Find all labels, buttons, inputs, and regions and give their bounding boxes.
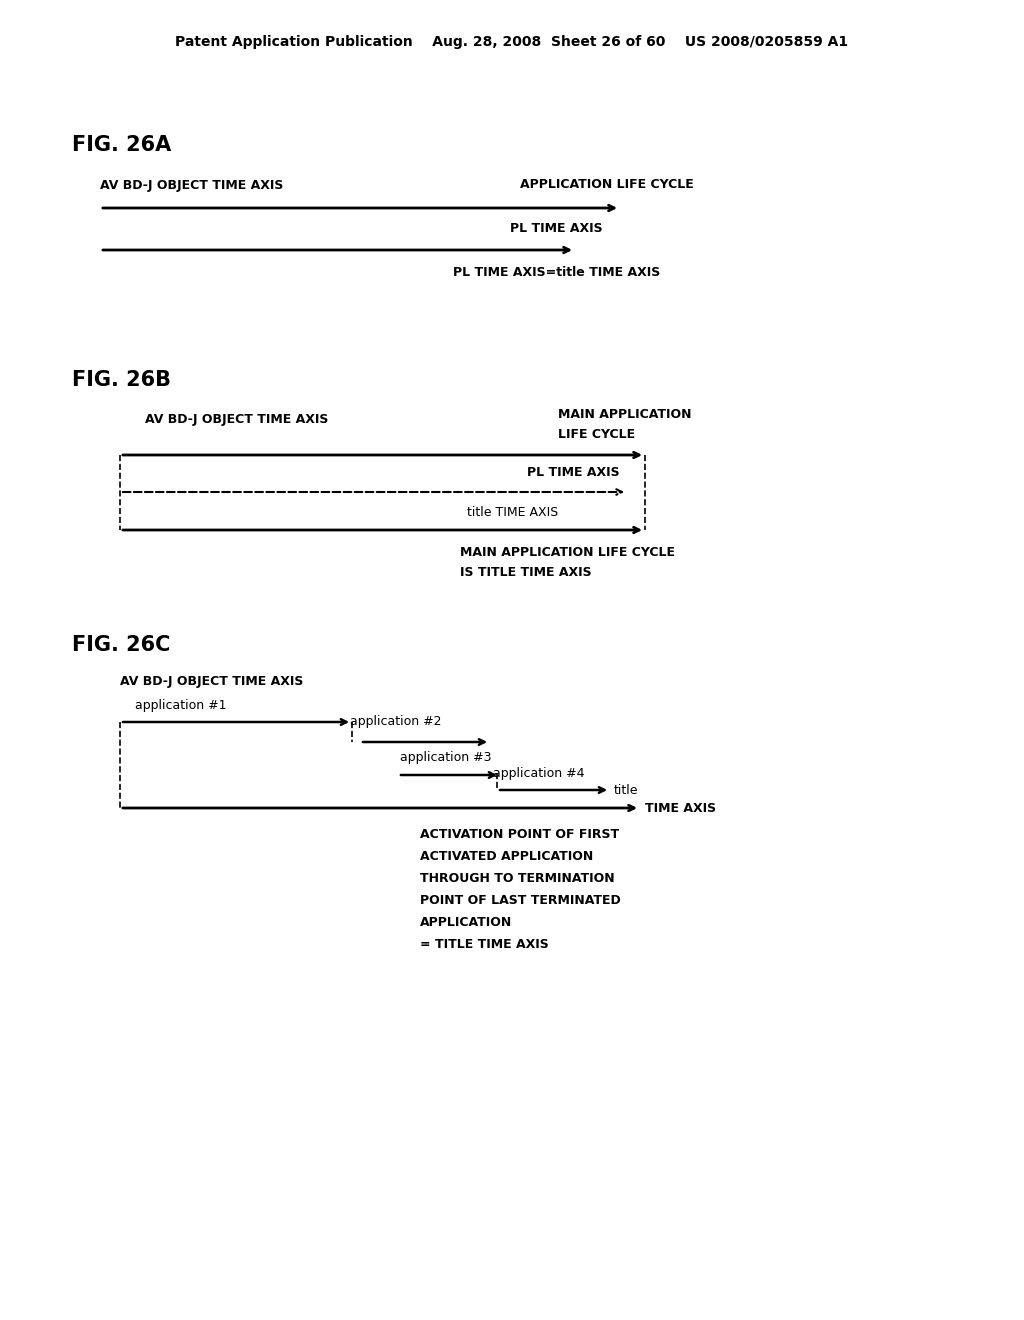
Text: THROUGH TO TERMINATION: THROUGH TO TERMINATION [420,873,614,886]
Text: POINT OF LAST TERMINATED: POINT OF LAST TERMINATED [420,895,621,908]
Text: APPLICATION LIFE CYCLE: APPLICATION LIFE CYCLE [520,178,693,191]
Text: application #3: application #3 [400,751,492,764]
Text: PL TIME AXIS: PL TIME AXIS [527,466,620,479]
Text: PL TIME AXIS: PL TIME AXIS [510,222,603,235]
Text: AV BD-J OBJECT TIME AXIS: AV BD-J OBJECT TIME AXIS [100,178,284,191]
Text: application #1: application #1 [135,698,226,711]
Text: PL TIME AXIS=title TIME AXIS: PL TIME AXIS=title TIME AXIS [453,265,660,279]
Text: application #2: application #2 [350,715,441,729]
Text: title: title [614,784,639,796]
Text: IS TITLE TIME AXIS: IS TITLE TIME AXIS [460,565,592,578]
Text: ACTIVATION POINT OF FIRST: ACTIVATION POINT OF FIRST [420,829,620,842]
Text: AV BD-J OBJECT TIME AXIS: AV BD-J OBJECT TIME AXIS [120,676,303,689]
Text: ACTIVATED APPLICATION: ACTIVATED APPLICATION [420,850,593,863]
Text: = TITLE TIME AXIS: = TITLE TIME AXIS [420,939,549,952]
Text: application #4: application #4 [493,767,585,780]
Text: TIME AXIS: TIME AXIS [645,801,716,814]
Text: APPLICATION: APPLICATION [420,916,512,929]
Text: FIG. 26B: FIG. 26B [72,370,171,389]
Text: AV BD-J OBJECT TIME AXIS: AV BD-J OBJECT TIME AXIS [145,413,329,426]
Text: LIFE CYCLE: LIFE CYCLE [558,429,635,441]
Text: MAIN APPLICATION: MAIN APPLICATION [558,408,691,421]
Text: FIG. 26C: FIG. 26C [72,635,170,655]
Text: title TIME AXIS: title TIME AXIS [467,506,558,519]
Text: FIG. 26A: FIG. 26A [72,135,171,154]
Text: MAIN APPLICATION LIFE CYCLE: MAIN APPLICATION LIFE CYCLE [460,545,675,558]
Text: Patent Application Publication    Aug. 28, 2008  Sheet 26 of 60    US 2008/02058: Patent Application Publication Aug. 28, … [175,36,849,49]
